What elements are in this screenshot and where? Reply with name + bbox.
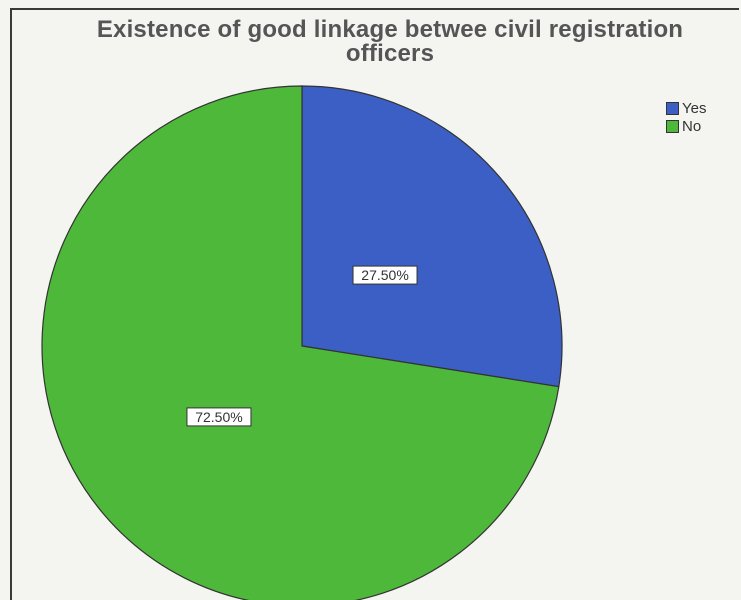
data-label-yes: 27.50% xyxy=(353,266,417,284)
legend-swatch-no xyxy=(666,120,679,133)
legend-swatch-yes xyxy=(666,102,679,115)
chart-legend: Yes No xyxy=(666,99,706,135)
legend-item-no: No xyxy=(666,117,706,135)
data-label-no: 72.50% xyxy=(187,408,251,426)
pie-slice-yes xyxy=(302,86,562,387)
data-label-text: 72.50% xyxy=(195,409,242,425)
legend-label-no: No xyxy=(682,118,701,135)
legend-item-yes: Yes xyxy=(666,99,706,117)
pie-slices xyxy=(42,86,562,600)
legend-label-yes: Yes xyxy=(682,100,706,117)
data-label-text: 27.50% xyxy=(361,267,408,283)
